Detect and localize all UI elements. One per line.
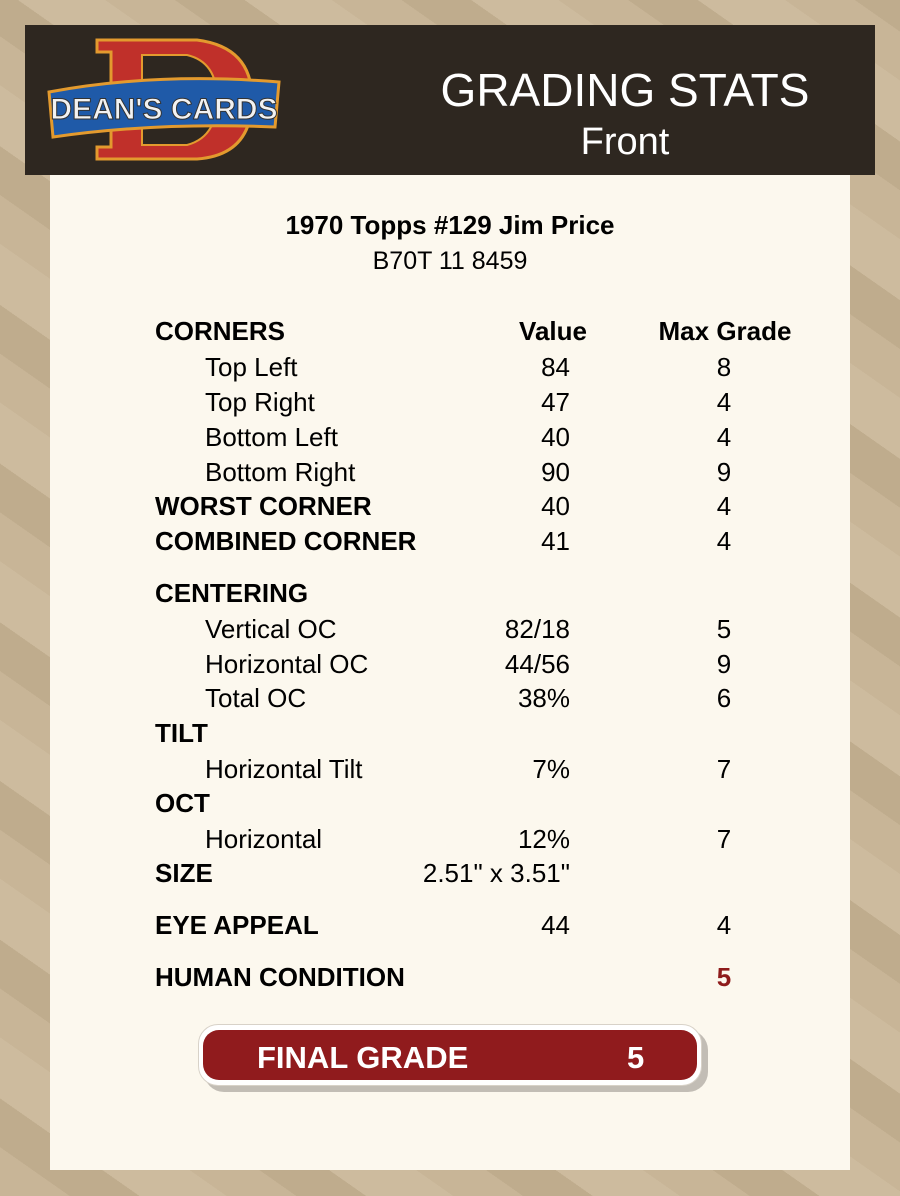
stat-label: Top Right <box>205 387 315 417</box>
stat-label: SIZE <box>155 858 213 888</box>
stat-max-grade: 4 <box>716 387 732 417</box>
stat-value: 38% <box>517 683 570 713</box>
deans-cards-logo: DEAN'S CARDS <box>47 38 281 161</box>
final-grade-label: FINAL GRADE <box>257 1040 469 1075</box>
stat-row: EYE APPEAL 44 4 <box>0 910 900 940</box>
stat-row: COMBINED CORNER 41 4 <box>0 526 900 556</box>
stat-label: Vertical OC <box>205 614 337 644</box>
stat-max-grade: 4 <box>716 910 732 940</box>
stat-row: WORST CORNER 40 4 <box>0 491 900 521</box>
stat-value: 90 <box>541 457 570 487</box>
stat-row: Bottom Left 40 4 <box>0 422 900 452</box>
stat-row: Horizontal 12% 7 <box>0 824 900 854</box>
stat-row: TILT <box>0 718 900 748</box>
page-subtitle: Front <box>580 121 670 163</box>
stat-label: HUMAN CONDITION <box>155 962 405 992</box>
stat-value: 40 <box>541 491 570 521</box>
stat-value: 40 <box>541 422 570 452</box>
stat-row: OCT <box>0 788 900 818</box>
stat-value: 82/18 <box>504 614 570 644</box>
stat-label: COMBINED CORNER <box>155 526 417 556</box>
card-title: 1970 Topps #129 Jim Price <box>285 210 615 240</box>
stat-value: 7% <box>532 754 570 784</box>
stat-label: Horizontal OC <box>205 649 369 679</box>
stat-label: CORNERS <box>155 316 286 346</box>
stats-panel <box>50 175 850 1170</box>
stat-row: CORNERS <box>0 316 900 346</box>
page-title: GRADING STATS <box>440 64 810 116</box>
stat-label: Horizontal Tilt <box>205 754 363 784</box>
stat-max-grade: 9 <box>716 457 732 487</box>
stat-max-grade: 6 <box>716 683 732 713</box>
stat-label: Bottom Left <box>205 422 338 452</box>
stat-max-grade: 4 <box>716 491 732 521</box>
stat-label: WORST CORNER <box>155 491 372 521</box>
stat-max-grade: 7 <box>716 824 732 854</box>
stat-value: 44 <box>541 910 570 940</box>
stat-row: Top Left 84 8 <box>0 352 900 382</box>
stat-max-grade: 4 <box>716 526 732 556</box>
stat-label: OCT <box>155 788 210 818</box>
stat-max-grade: 8 <box>716 352 732 382</box>
stat-label: Bottom Right <box>205 457 356 487</box>
column-headers: Value Max Grade <box>0 316 900 346</box>
stat-row: Bottom Right 90 9 <box>0 457 900 487</box>
stat-value: 12% <box>517 824 570 854</box>
card-code: B70T 11 8459 <box>372 247 528 275</box>
header-bar: DEAN'S CARDS GRADING STATS Front <box>25 25 875 175</box>
svg-text:DEAN'S CARDS: DEAN'S CARDS <box>50 93 277 126</box>
stat-value: 41 <box>541 526 570 556</box>
stat-label: EYE APPEAL <box>155 910 319 940</box>
stat-row: Horizontal OC 44/56 9 <box>0 649 900 679</box>
stat-value: 2.51" x 3.51" <box>422 858 570 888</box>
stat-row: Horizontal Tilt 7% 7 <box>0 754 900 784</box>
stat-value: 44/56 <box>504 649 570 679</box>
stat-row: HUMAN CONDITION 5 <box>0 962 900 992</box>
stat-max-grade: 7 <box>716 754 732 784</box>
stat-row: Top Right 47 4 <box>0 387 900 417</box>
stat-value: 84 <box>541 352 570 382</box>
stat-row: CENTERING <box>0 578 900 608</box>
stat-label: TILT <box>155 718 208 748</box>
stat-max-grade: 4 <box>716 422 732 452</box>
final-grade-value: 5 <box>627 1040 645 1075</box>
stat-row: Vertical OC 82/18 5 <box>0 614 900 644</box>
value-column-header: Value <box>519 316 587 346</box>
stat-row: SIZE 2.51" x 3.51" <box>0 858 900 888</box>
max-grade-column-header: Max Grade <box>658 316 792 346</box>
stat-label: CENTERING <box>155 578 309 608</box>
stat-value: 47 <box>541 387 570 417</box>
final-grade-badge: FINAL GRADE 5 <box>198 1024 702 1086</box>
stat-label: Top Left <box>205 352 298 382</box>
stat-label: Total OC <box>205 683 307 713</box>
stat-max-grade: 9 <box>716 649 732 679</box>
stat-row: Total OC 38% 6 <box>0 683 900 713</box>
stat-label: Horizontal <box>205 824 323 854</box>
stat-max-grade: 5 <box>716 614 732 644</box>
stat-max-grade: 5 <box>716 962 732 992</box>
